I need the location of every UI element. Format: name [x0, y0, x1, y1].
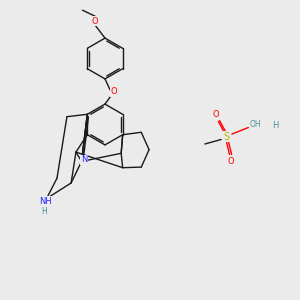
Text: H: H — [41, 207, 47, 216]
Text: H: H — [272, 122, 278, 130]
Text: NH: NH — [40, 196, 52, 206]
Text: S: S — [224, 131, 230, 142]
Text: N: N — [81, 155, 87, 164]
Text: OH: OH — [250, 120, 262, 129]
Text: O: O — [92, 17, 98, 26]
Text: O: O — [111, 87, 117, 96]
Text: O: O — [212, 110, 219, 119]
Text: O: O — [227, 157, 234, 166]
